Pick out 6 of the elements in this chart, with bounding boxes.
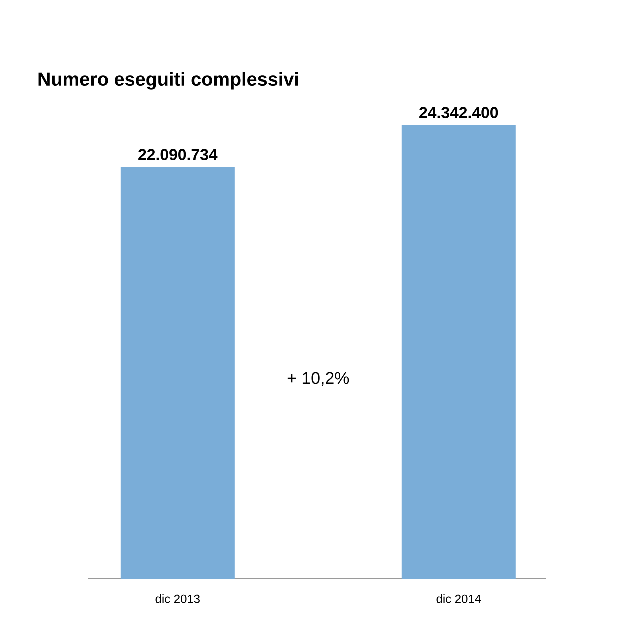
x-tick-label: dic 2014: [436, 594, 482, 604]
data-label: 22.090.734: [138, 149, 218, 160]
chart-title: Numero eseguiti complessivi: [38, 72, 298, 90]
data-label: 24.342.400: [420, 107, 498, 118]
annotation: + 10,2%: [288, 372, 350, 386]
x-tick-label: dic 2013: [156, 594, 200, 604]
